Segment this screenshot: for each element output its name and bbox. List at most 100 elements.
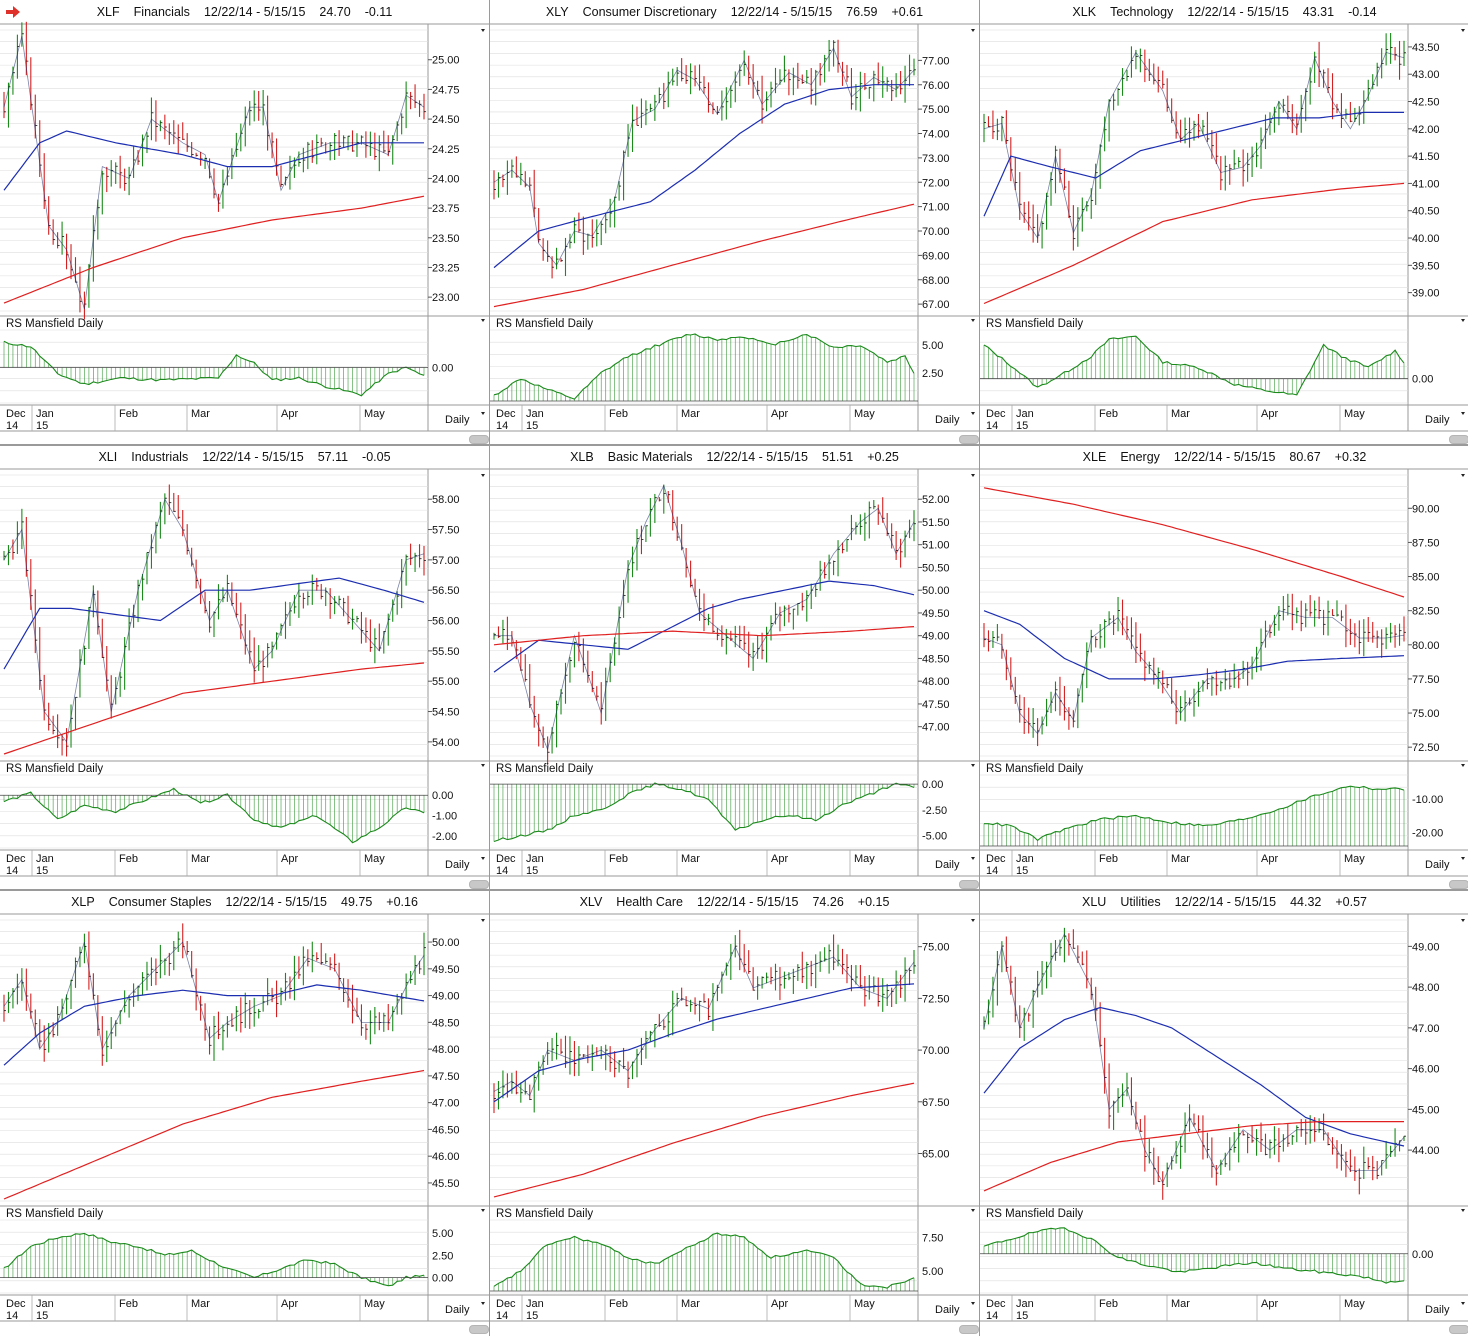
dropdown-triangle-icon[interactable] — [971, 857, 975, 860]
y-tick-label: 45.00 — [1412, 1104, 1440, 1116]
y-tick-label: 39.50 — [1412, 260, 1440, 272]
price-bar — [1398, 40, 1402, 80]
scroll-thumb[interactable] — [959, 880, 979, 889]
price-bar — [1148, 661, 1152, 674]
dropdown-triangle-icon[interactable] — [1461, 474, 1465, 477]
price-bar — [1126, 1072, 1129, 1097]
y-tick-label: 75.00 — [1412, 708, 1440, 720]
year-label: 14 — [986, 420, 998, 432]
period-label[interactable]: Daily — [1425, 859, 1450, 871]
scroll-thumb[interactable] — [469, 880, 489, 889]
dropdown-triangle-icon[interactable] — [481, 412, 485, 415]
dropdown-triangle-icon[interactable] — [481, 1209, 485, 1212]
price-bar — [992, 976, 995, 1018]
dropdown-triangle-icon[interactable] — [971, 1209, 975, 1212]
price-bar — [1211, 1137, 1214, 1178]
chart-svg: 90.00 87.50 85.00 82.50 80.00 77.50 75.00 72.50… — [980, 468, 1468, 877]
price-bar — [895, 970, 899, 1005]
rs-line — [983, 1227, 1405, 1284]
dropdown-triangle-icon[interactable] — [971, 474, 975, 477]
price-bar — [365, 617, 368, 643]
period-label[interactable]: Daily — [445, 414, 470, 426]
dropdown-triangle-icon[interactable] — [1461, 919, 1465, 922]
period-label[interactable]: Daily — [445, 859, 470, 871]
rs-title: RS Mansfield Daily — [986, 318, 1083, 330]
dropdown-triangle-icon[interactable] — [971, 919, 975, 922]
rs-line — [983, 335, 1405, 396]
price-bar — [640, 525, 644, 555]
scroll-thumb[interactable] — [469, 1325, 489, 1334]
dropdown-triangle-icon[interactable] — [1461, 29, 1465, 32]
price-bar — [766, 91, 769, 112]
scroll-thumb[interactable] — [469, 435, 489, 444]
price-bar — [524, 654, 528, 682]
dropdown-triangle-icon[interactable] — [971, 29, 975, 32]
dropdown-triangle-icon[interactable] — [1461, 857, 1465, 860]
period-label[interactable]: Daily — [935, 859, 960, 871]
dropdown-triangle-icon[interactable] — [1461, 1302, 1465, 1305]
scroll-thumb[interactable] — [1449, 435, 1468, 444]
dropdown-triangle-icon[interactable] — [481, 29, 485, 32]
y-tick-label: 24.75 — [432, 84, 460, 96]
price-bar — [124, 168, 127, 191]
price-bar — [1157, 1156, 1161, 1183]
price-bar — [3, 91, 6, 119]
chart-header: XLI Industrials 12/22/14 - 5/15/15 57.11 -0.… — [0, 445, 489, 469]
y-tick-label: 47.00 — [1412, 1023, 1440, 1035]
price-bar — [1175, 111, 1179, 139]
red-right-arrow-icon[interactable] — [6, 6, 20, 18]
price-bar — [752, 967, 756, 991]
price-bar — [1224, 1152, 1228, 1168]
period-label[interactable]: Daily — [1425, 1304, 1450, 1316]
chart-panel-xlp: 50.00 49.50 49.00 48.50 48.00 47.50 47.00 46.50… — [0, 890, 489, 1335]
price-bar — [1345, 604, 1348, 648]
price-bar — [137, 985, 141, 1001]
dropdown-triangle-icon[interactable] — [481, 319, 485, 322]
price-bar — [837, 540, 841, 577]
moving-average-200-line — [983, 1121, 1404, 1192]
scroll-thumb[interactable] — [959, 435, 979, 444]
dropdown-triangle-icon[interactable] — [1461, 319, 1465, 322]
price-bar — [325, 953, 328, 964]
price-bar — [334, 133, 337, 160]
period-label[interactable]: Daily — [445, 1304, 470, 1316]
scroll-thumb[interactable] — [1449, 1325, 1468, 1334]
moving-average-200-line — [493, 203, 915, 308]
scroll-thumb[interactable] — [1449, 880, 1468, 889]
dropdown-triangle-icon[interactable] — [481, 919, 485, 922]
price-close-line — [3, 941, 425, 1051]
price-bar — [761, 75, 765, 124]
year-label: 15 — [1016, 420, 1028, 432]
chart-header: XLU Utilities 12/22/14 - 5/15/15 44.32 +0.57 — [980, 890, 1468, 914]
dropdown-triangle-icon[interactable] — [971, 412, 975, 415]
month-label: Mar — [681, 408, 700, 420]
scroll-thumb[interactable] — [959, 1325, 979, 1334]
price-bar — [1001, 115, 1004, 142]
price-bar — [1121, 68, 1125, 96]
price-bar — [1300, 94, 1304, 133]
price-bar — [289, 976, 292, 999]
price-bar — [423, 932, 426, 976]
period-label[interactable]: Daily — [935, 1304, 960, 1316]
y-tick-label: 48.00 — [432, 1044, 460, 1056]
price-bar — [1099, 624, 1103, 649]
period-label[interactable]: Daily — [1425, 414, 1450, 426]
dropdown-triangle-icon[interactable] — [971, 1302, 975, 1305]
dropdown-triangle-icon[interactable] — [481, 857, 485, 860]
period-label[interactable]: Daily — [935, 414, 960, 426]
chart-svg: 49.00 48.00 47.00 46.00 45.00 44.00 RS Mansfie… — [980, 913, 1468, 1322]
price-bar — [694, 65, 698, 87]
dropdown-triangle-icon[interactable] — [481, 1302, 485, 1305]
price-bar — [1215, 133, 1219, 165]
dropdown-triangle-icon[interactable] — [1461, 764, 1465, 767]
price-bar — [819, 951, 823, 972]
dropdown-triangle-icon[interactable] — [971, 319, 975, 322]
price-bar — [1153, 657, 1156, 685]
month-label: Feb — [119, 1298, 138, 1310]
price-bar — [48, 702, 51, 731]
dropdown-triangle-icon[interactable] — [481, 474, 485, 477]
dropdown-triangle-icon[interactable] — [971, 764, 975, 767]
dropdown-triangle-icon[interactable] — [1461, 412, 1465, 415]
dropdown-triangle-icon[interactable] — [481, 764, 485, 767]
dropdown-triangle-icon[interactable] — [1461, 1209, 1465, 1212]
